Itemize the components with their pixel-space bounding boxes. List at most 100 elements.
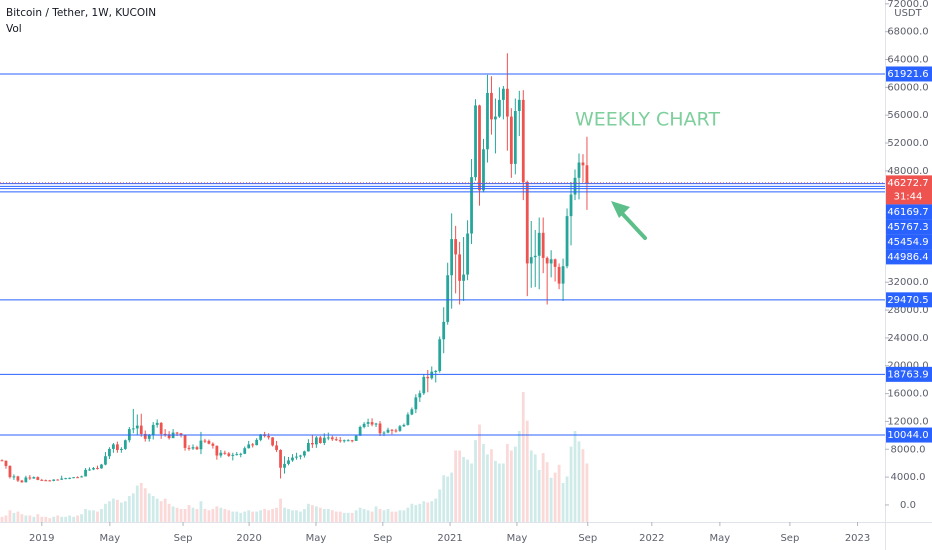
candle-body [243,448,247,454]
candle-body [255,439,259,446]
volume-bar [418,503,422,522]
candle-body [275,445,278,450]
candle-body [155,422,159,425]
volume-bar [239,512,243,522]
volume-bar [553,472,557,522]
candle-body [108,448,111,457]
volume-bar [80,514,83,522]
candle-body [231,454,235,456]
candle-body [378,423,382,434]
volume-bar [243,511,247,522]
candle-body [370,422,374,425]
volume-bar [16,511,20,522]
candle-body [239,453,243,455]
volume-bar [36,514,40,522]
volume-bar [517,431,521,522]
volume-bar [478,424,481,522]
candle-body [76,477,79,479]
volume-bar [470,463,473,522]
y-tick-label: 4000.0 [891,472,926,483]
volume-bar [446,476,450,522]
candle-body [557,266,561,284]
x-tick-label: May [99,533,120,544]
volume-bar [191,507,195,522]
volume-bar [227,510,231,522]
candle-body [366,422,370,424]
volume-bar [509,450,513,522]
candle-body [402,424,406,427]
volume-bar [307,503,310,522]
candle-body [426,376,430,379]
candle-body [119,448,123,450]
volume-bar [84,509,87,522]
volume-bar [334,511,338,522]
candle-body [131,428,135,430]
candle-body [533,255,537,258]
candle-body [466,233,469,275]
y-tick-label: 48000.0 [887,166,928,177]
volume-bar [251,511,255,522]
volume-bar [187,505,191,522]
volume-bar [541,453,545,522]
volume-bar [223,509,227,522]
candle-body [474,105,477,178]
x-tick-label: 2023 [845,533,870,544]
volume-bar [422,501,426,522]
candle-body [406,414,410,425]
plot-area [0,53,885,522]
candle-body [458,254,462,281]
volume-bar [398,510,402,522]
candle-body [334,439,338,441]
volume-bar [442,475,446,522]
candle-body [414,397,418,410]
candle-body [92,468,95,470]
candle-body [235,454,239,456]
price-label: 45454.9 [887,237,928,248]
volume-bar [322,509,326,522]
candle-body [12,476,16,478]
candle-body [430,371,434,379]
volume-bar [458,450,462,522]
volume-bar [60,516,64,522]
candle-body [56,479,60,481]
candle-body [187,447,191,449]
volume-bar [199,501,203,522]
volume-bar [386,509,390,522]
candle-body [219,452,223,456]
candle-body [40,479,44,481]
volume-bar [573,431,577,522]
volume-bar [545,462,549,522]
candle-body [482,149,485,191]
candle-body [513,111,517,164]
volume-bar [525,420,529,522]
volume-bar [346,512,350,522]
x-tick-label: 2019 [29,533,54,544]
countdown: 31:44 [894,191,923,202]
candle-body [478,105,481,191]
candle-body [521,99,525,183]
x-tick-label: Sep [578,533,597,544]
candle-body [418,393,422,398]
candle-body [569,194,573,217]
candle-body [247,444,251,449]
candle-body [287,460,290,464]
volume-bar [342,512,346,522]
volume-bar [338,511,342,522]
volume-bar [68,515,72,522]
candle-body [147,435,151,439]
candle-body [143,433,147,439]
volume-bar [72,516,76,522]
candle-body [135,425,139,429]
volume-bar [494,460,497,522]
volume-bar [215,506,219,522]
volume-bar [505,444,509,522]
volume-bar [64,516,68,522]
candle-body [151,424,155,436]
candle-body [549,259,553,264]
volume-bar [267,510,270,522]
volume-bar [430,501,434,522]
candle-body [322,437,326,444]
candle-body [223,452,227,454]
candle-body [52,479,56,481]
candle-body [4,460,8,466]
